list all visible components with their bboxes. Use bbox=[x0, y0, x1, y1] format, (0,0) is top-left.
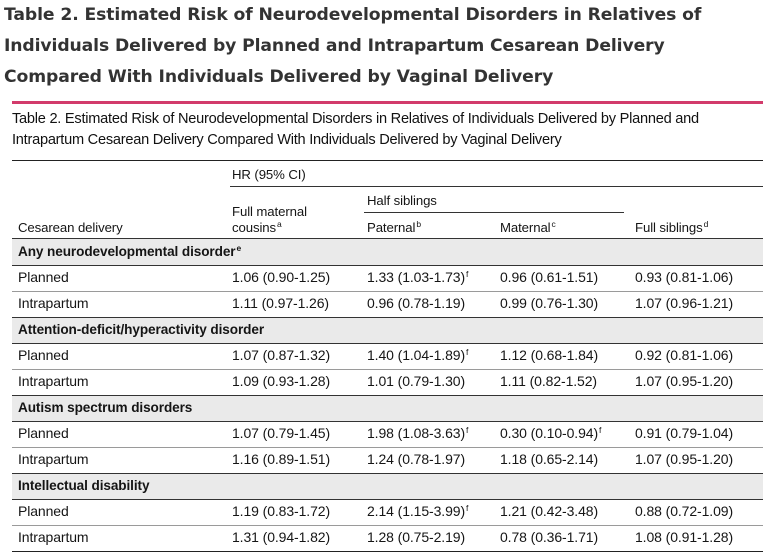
row-label: Intrapartum bbox=[18, 295, 89, 311]
paternal-value: 2.14 (1.15-3.99)f bbox=[367, 503, 469, 519]
table-bottom-rule bbox=[12, 551, 763, 552]
half-siblings-rule bbox=[364, 212, 624, 213]
maternal-value: 0.96 (0.61-1.51) bbox=[500, 269, 599, 285]
maternal-value: 0.78 (0.36-1.71) bbox=[500, 529, 599, 545]
full-siblings-value: 0.91 (0.79-1.04) bbox=[635, 425, 734, 441]
section-title: Any neurodevelopmental disordere bbox=[18, 243, 242, 259]
maternal-value: 1.21 (0.42-3.48) bbox=[500, 503, 599, 519]
cousins-value: 1.11 (0.97-1.26) bbox=[232, 295, 329, 311]
row-label: Planned bbox=[18, 425, 69, 441]
row-label: Intrapartum bbox=[18, 451, 89, 467]
paternal-value: 1.01 (0.79-1.30) bbox=[367, 373, 466, 389]
row-label-header: Cesarean delivery bbox=[18, 220, 123, 235]
section-title: Autism spectrum disorders bbox=[18, 400, 193, 415]
header-bottom-rule bbox=[12, 238, 763, 239]
cousins-value: 1.06 (0.90-1.25) bbox=[232, 269, 331, 285]
row-rule bbox=[12, 525, 763, 526]
row-rule bbox=[12, 291, 763, 292]
section-title: Intellectual disability bbox=[18, 478, 150, 493]
row-label: Intrapartum bbox=[18, 529, 89, 545]
maternal-value: 0.30 (0.10-0.94)f bbox=[500, 425, 602, 441]
maternal-value: 1.11 (0.82-1.52) bbox=[500, 373, 597, 389]
paternal-value: 1.28 (0.75-2.19) bbox=[367, 529, 466, 545]
paternal-value: 1.40 (1.04-1.89)f bbox=[367, 347, 469, 363]
cousins-value: 1.19 (0.83-1.72) bbox=[232, 503, 331, 519]
paternal-value: 0.96 (0.78-1.19) bbox=[367, 295, 466, 311]
paternal-value: 1.33 (1.03-1.73)f bbox=[367, 269, 469, 285]
half-siblings-header: Half siblings bbox=[367, 193, 437, 208]
paternal-value: 1.98 (1.08-3.63)f bbox=[367, 425, 469, 441]
row-rule bbox=[12, 447, 763, 448]
cousins-value: 1.07 (0.79-1.45) bbox=[232, 425, 331, 441]
header-top-rule bbox=[12, 160, 763, 161]
section-band bbox=[12, 474, 763, 499]
row-label: Planned bbox=[18, 347, 69, 363]
row-rule bbox=[12, 369, 763, 370]
row-rule bbox=[12, 317, 763, 318]
section-band bbox=[12, 396, 763, 421]
maternal-value: 0.99 (0.76-1.30) bbox=[500, 295, 599, 311]
section-rule bbox=[12, 499, 763, 500]
full-siblings-value: 1.07 (0.95-1.20) bbox=[635, 373, 734, 389]
maternal-value: 1.12 (0.68-1.84) bbox=[500, 347, 599, 363]
hr-group-rule bbox=[230, 186, 763, 187]
full-siblings-value: 0.92 (0.81-1.06) bbox=[635, 347, 734, 363]
maternal-value: 1.18 (0.65-2.14) bbox=[500, 451, 599, 467]
row-rule bbox=[12, 473, 763, 474]
row-label: Planned bbox=[18, 269, 69, 285]
full-siblings-value: 1.08 (0.91-1.28) bbox=[635, 529, 734, 545]
maternal-header: Maternalc bbox=[500, 219, 556, 235]
table-caption: Table 2. Estimated Risk of Neurodevelopm… bbox=[12, 111, 699, 148]
full-siblings-header: Full siblingsd bbox=[635, 219, 709, 235]
page-title: Table 2. Estimated Risk of Neurodevelopm… bbox=[4, 5, 702, 87]
hr-group-header: HR (95% CI) bbox=[232, 167, 306, 182]
paternal-value: 1.24 (0.78-1.97) bbox=[367, 451, 466, 467]
cousins-value: 1.31 (0.94-1.82) bbox=[232, 529, 331, 545]
cousins-value: 1.16 (0.89-1.51) bbox=[232, 451, 331, 467]
cousins-value: 1.09 (0.93-1.28) bbox=[232, 373, 331, 389]
row-label: Intrapartum bbox=[18, 373, 89, 389]
cousins-value: 1.07 (0.87-1.32) bbox=[232, 347, 331, 363]
full-siblings-value: 0.93 (0.81-1.06) bbox=[635, 269, 734, 285]
full-siblings-value: 0.88 (0.72-1.09) bbox=[635, 503, 734, 519]
results-table: Table 2. Estimated Risk of Neurodevelopm… bbox=[12, 101, 763, 554]
full-siblings-value: 1.07 (0.96-1.21) bbox=[635, 295, 734, 311]
section-band bbox=[12, 318, 763, 343]
section-title: Attention-deficit/hyperactivity disorder bbox=[18, 322, 265, 337]
section-rule bbox=[12, 343, 763, 344]
row-rule bbox=[12, 395, 763, 396]
section-band bbox=[12, 239, 763, 265]
cousins-header: Full maternal cousinsa bbox=[232, 204, 307, 235]
section-rule bbox=[12, 265, 763, 266]
paternal-header: Paternalb bbox=[367, 219, 421, 235]
section-rule bbox=[12, 421, 763, 422]
row-label: Planned bbox=[18, 503, 69, 519]
full-siblings-value: 1.07 (0.95-1.20) bbox=[635, 451, 734, 467]
